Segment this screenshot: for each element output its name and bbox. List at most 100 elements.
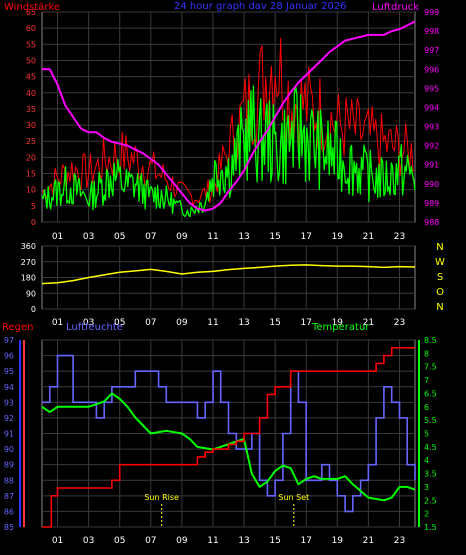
pressure-ytick-label: 992 [424, 142, 439, 151]
direction-line [41, 264, 416, 285]
temperature-axis-title: Temperatur [311, 322, 370, 333]
wind-ytick-label: 60 [26, 24, 36, 33]
temperature-ytick-label: 2.5 [424, 496, 437, 505]
wind-ytick-label: 50 [26, 56, 36, 65]
pressure-ytick-label: 990 [424, 180, 439, 189]
climate-xtick-label: 17 [300, 536, 311, 546]
humidity-ytick-label: 90 [4, 445, 14, 454]
direction-compass-letter: W [435, 257, 445, 268]
humidity-ytick-label: 96 [4, 352, 14, 361]
climate-xtick-label: 07 [145, 536, 156, 546]
wind-xtick-label: 11 [207, 232, 218, 242]
humidity-ytick-label: 95 [4, 367, 14, 376]
wind-ytick-label: 65 [26, 8, 36, 17]
pressure-ytick-label: 996 [424, 65, 439, 74]
temperature-ytick-label: 5 [424, 430, 429, 439]
direction-ytick-label: 0 [31, 305, 36, 314]
temperature-ytick-label: 3 [424, 483, 429, 492]
wind-xtick-label: 05 [114, 232, 125, 242]
pressure-ytick-label: 998 [424, 27, 439, 36]
temperature-ytick-label: 3.5 [424, 470, 437, 479]
humidity-ytick-label: 85 [4, 523, 14, 532]
direction-xtick-label: 13 [238, 318, 249, 328]
sun-rise-label: Sun Rise [144, 493, 179, 502]
wind-xtick-label: 23 [394, 232, 405, 242]
direction-compass-letter: S [437, 272, 443, 283]
direction-ytick-label: 180 [21, 274, 36, 283]
temperature-ytick-label: 8.5 [424, 336, 437, 345]
wind-ytick-label: 30 [26, 121, 36, 130]
wind-ytick-label: 20 [26, 153, 36, 162]
wind-ytick-label: 55 [26, 40, 36, 49]
direction-ytick-label: 360 [21, 242, 36, 251]
direction-xtick-label: 01 [52, 318, 63, 328]
direction-compass-letter: N [436, 242, 443, 253]
temperature-ytick-label: 6 [424, 403, 429, 412]
temperature-ytick-label: 1.5 [424, 523, 437, 532]
wind-xtick-label: 09 [176, 232, 188, 242]
direction-xtick-label: 05 [114, 318, 125, 328]
climate-xtick-label: 15 [269, 536, 280, 546]
wind-ytick-label: 25 [26, 137, 36, 146]
direction-compass-letter: O [436, 287, 444, 298]
climate-xtick-label: 05 [114, 536, 125, 546]
humidity-ytick-label: 88 [4, 476, 14, 485]
pressure-ytick-label: 999 [424, 8, 439, 17]
wind-ytick-label: 40 [26, 89, 36, 98]
wind-ytick-label: 5 [31, 202, 36, 211]
direction-xtick-label: 23 [394, 318, 405, 328]
wind-xtick-label: 17 [300, 232, 311, 242]
climate-xtick-label: 19 [332, 536, 344, 546]
wind-ytick-label: 45 [26, 73, 36, 82]
wind-mean-line [41, 84, 416, 218]
temperature-ytick-label: 5.5 [424, 416, 437, 425]
wind-ytick-label: 0 [31, 218, 36, 227]
pressure-ytick-label: 991 [424, 161, 439, 170]
humidity-ytick-label: 86 [4, 507, 14, 516]
direction-ytick-label: 90 [26, 289, 36, 298]
direction-xtick-label: 03 [83, 318, 94, 328]
direction-xtick-label: 09 [176, 318, 188, 328]
temperature-ytick-label: 7 [424, 376, 429, 385]
temperature-ytick-label: 4 [424, 456, 429, 465]
temperature-ytick-label: 4.5 [424, 443, 437, 452]
temperature-ytick-label: 2 [424, 510, 429, 519]
humidity-ytick-label: 94 [4, 383, 14, 392]
humidity-ytick-label: 92 [4, 414, 14, 423]
climate-xtick-label: 01 [52, 536, 63, 546]
climate-xtick-label: 13 [238, 536, 249, 546]
humidity-ytick-label: 91 [4, 430, 14, 439]
pressure-ytick-label: 997 [424, 46, 439, 55]
climate-xtick-label: 23 [394, 536, 405, 546]
wind-axis-title: Windstärke [4, 2, 60, 13]
climate-xtick-label: 21 [363, 536, 374, 546]
direction-xtick-label: 11 [207, 318, 218, 328]
humidity-ytick-label: 89 [4, 461, 14, 470]
climate-xtick-label: 09 [176, 536, 188, 546]
direction-compass-letter: N [436, 302, 443, 313]
wind-xtick-label: 21 [363, 232, 374, 242]
pressure-ytick-label: 993 [424, 123, 439, 132]
climate-xtick-label: 03 [83, 536, 94, 546]
humidity-axis-title: Luftfeuchte [66, 322, 123, 333]
sun-set-label: Sun Set [278, 493, 309, 502]
wind-xtick-label: 01 [52, 232, 63, 242]
direction-xtick-label: 17 [300, 318, 311, 328]
humidity-ytick-label: 97 [4, 336, 14, 345]
humidity-line [42, 354, 416, 513]
temperature-ytick-label: 7.5 [424, 363, 437, 372]
pressure-ytick-label: 994 [424, 103, 439, 112]
wind-ytick-label: 35 [26, 105, 36, 114]
pressure-ytick-label: 989 [424, 199, 439, 208]
chart-title: 24 hour graph dav 28 Januar 2026 [174, 1, 347, 12]
pressure-axis-title: Luftdruck [372, 2, 419, 13]
humidity-ytick-label: 87 [4, 492, 14, 501]
rain-axis-title: Regen [2, 322, 34, 333]
humidity-ytick-label: 93 [4, 398, 14, 407]
wind-ytick-label: 15 [26, 170, 36, 179]
direction-ytick-label: 270 [21, 258, 36, 267]
wind-xtick-label: 03 [83, 232, 94, 242]
pressure-line [42, 20, 416, 212]
direction-xtick-label: 21 [363, 318, 374, 328]
